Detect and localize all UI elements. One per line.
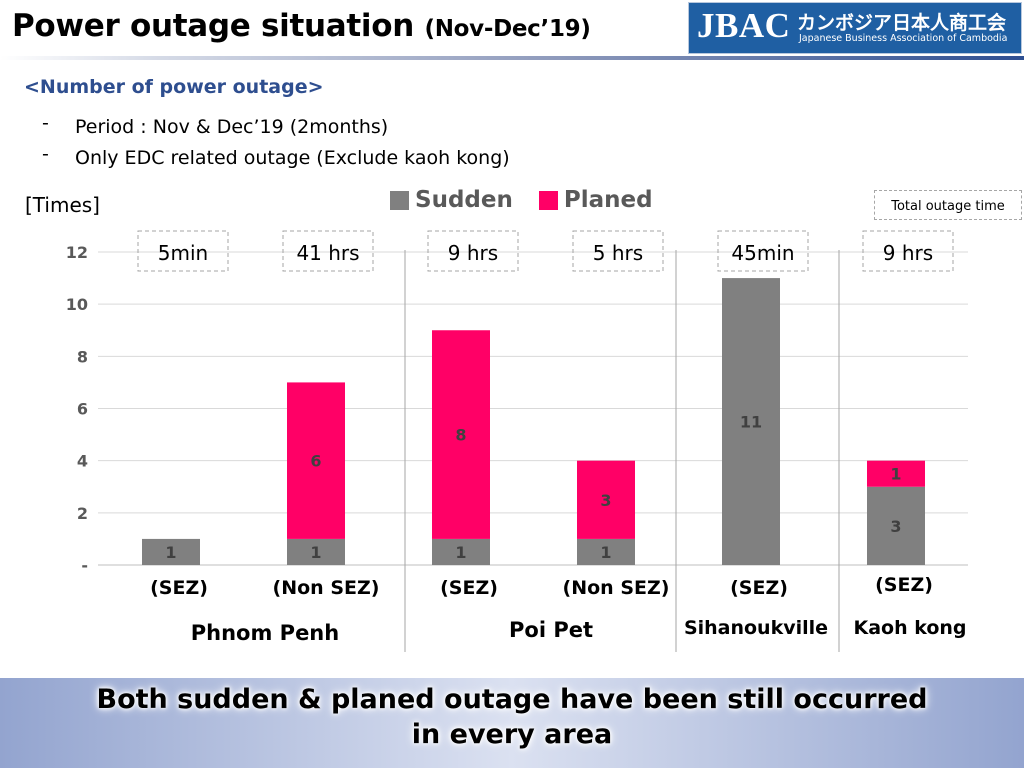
outage-time-label: 5 hrs [593,241,643,265]
bar-sudden [867,486,925,565]
logo-english-name: Japanese Business Association of Cambodi… [799,33,1008,44]
data-label: 1 [600,543,611,562]
bullet-text: Period : Nov & Dec’19 (2months) [75,116,389,138]
outage-time-label: 5min [158,241,208,265]
data-label: 3 [600,491,611,510]
logo-japanese-name: カンボジア日本人商工会 [797,12,1007,34]
data-label: 8 [455,426,466,445]
page-title-main: Power outage situation [12,8,414,44]
outage-time-box [137,230,229,272]
outage-time-label: 9 hrs [448,241,498,265]
data-label: 1 [165,543,176,562]
bullet-text: Only EDC related outage (Exclude kaoh ko… [75,147,510,169]
legend-item-sudden: Sudden [390,187,513,213]
outage-time-box [427,230,519,272]
data-label: 1 [455,543,466,562]
footer-line-1: Both sudden & planed outage have been st… [96,684,928,715]
y-tick-label: 8 [77,347,88,366]
group-label: Kaoh kong [853,617,966,639]
data-label: 3 [890,517,901,536]
bar-sudden [722,278,780,565]
data-label: 6 [310,452,321,471]
bullet-item: - Only EDC related outage (Exclude kaoh k… [42,143,510,176]
title-bar: Power outage situation (Nov-Dec’19) JBAC… [0,0,1024,60]
outage-time-box [717,230,809,272]
data-label: 1 [310,543,321,562]
outage-time-box [282,230,374,272]
bar-sudden [432,538,490,565]
data-label: 1 [890,465,901,484]
bar-sudden [142,538,200,565]
footer-banner [0,678,1024,768]
legend-label-planed: Planed [563,187,653,213]
legend-item-planed: Planed [538,187,653,213]
chart-legend: Sudden Planed [390,187,679,213]
legend-label-sudden: Sudden [415,187,513,213]
bullet-dash: - [42,143,49,165]
group-label: Sihanoukville [684,617,828,639]
title-divider [0,56,1024,60]
outage-time-label: 9 hrs [883,241,933,265]
y-tick-label: - [81,556,88,575]
category-label: (SEZ) [440,577,498,599]
jbac-logo: JBAC カンボジア日本人商工会 Japanese Business Assoc… [688,2,1022,54]
page-title: Power outage situation (Nov-Dec’19) [12,8,591,44]
logo-mark: JBAC [697,6,791,45]
bar-planed [432,330,490,539]
group-label: Phnom Penh [191,621,339,645]
bar-sudden [577,538,635,565]
page-title-period: (Nov-Dec’19) [424,16,591,42]
outage-time-box [572,230,664,272]
y-tick-label: 4 [77,452,88,471]
section-heading: <Number of power outage> [24,76,324,98]
category-label: (SEZ) [150,577,208,599]
footer-message: Both sudden & planed outage have been st… [0,682,1024,752]
footer-line-2: in every area [411,719,613,750]
data-label: 11 [740,413,762,432]
bar-planed [867,460,925,487]
outage-time-box [862,230,954,272]
bar-sudden [287,538,345,565]
outage-time-label: 45min [731,241,794,265]
legend-swatch-sudden [390,190,409,210]
category-label: (Non SEZ) [273,577,380,599]
y-tick-label: 6 [77,400,88,419]
bullet-list: - Period : Nov & Dec’19 (2months) - Only E… [42,112,510,176]
category-label: (SEZ) [875,574,933,596]
bar-planed [577,460,635,539]
y-unit-label: [Times] [25,193,100,217]
bullet-dash: - [42,112,49,134]
category-label: (SEZ) [730,577,788,599]
y-tick-label: 10 [66,295,88,314]
total-outage-time-box: Total outage time [874,190,1022,220]
y-tick-label: 12 [66,243,88,262]
y-tick-label: 2 [77,504,88,523]
bullet-item: - Period : Nov & Dec’19 (2months) [42,112,510,145]
group-label: Poi Pet [509,618,593,642]
category-label: (Non SEZ) [563,577,670,599]
legend-swatch-planed [538,190,558,210]
bar-planed [287,382,345,539]
outage-time-label: 41 hrs [296,241,359,265]
